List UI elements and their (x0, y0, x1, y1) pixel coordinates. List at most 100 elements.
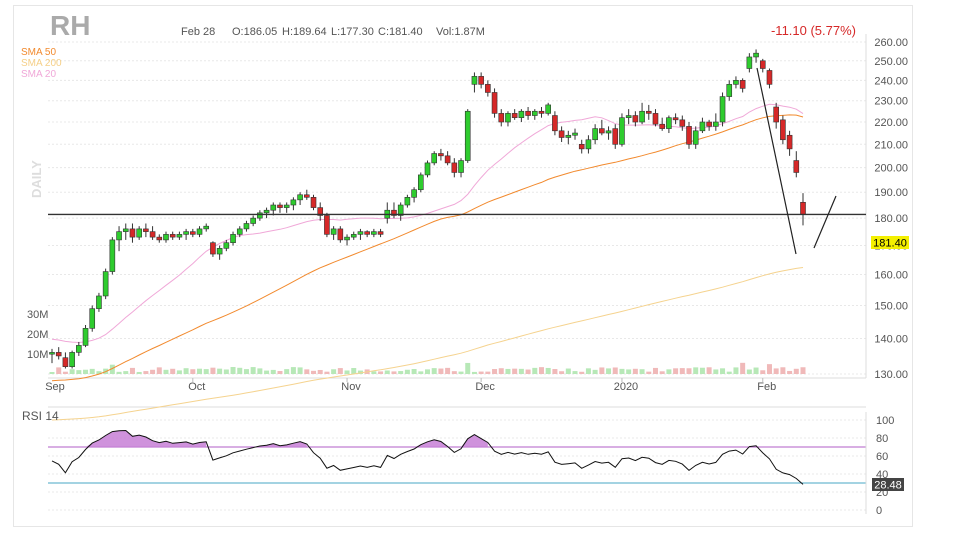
candle (411, 187, 417, 203)
volume-bar (679, 368, 685, 374)
volume-bar (398, 371, 404, 374)
rsi-grid-lines (48, 406, 867, 514)
volume-bar (237, 367, 243, 374)
volume-bar (766, 364, 772, 374)
candle-body (558, 130, 565, 138)
volume-bar (183, 368, 189, 374)
volume-bar (699, 367, 705, 374)
candle-body (525, 110, 531, 116)
candle (163, 231, 169, 243)
candle-body (786, 134, 793, 150)
candle (122, 223, 129, 240)
volume-bar (230, 367, 236, 374)
volume-bar (190, 369, 196, 374)
candle-body (344, 236, 350, 241)
candle-body (679, 119, 686, 127)
candle-body (169, 234, 176, 238)
candle (82, 325, 89, 348)
volume-bar (337, 368, 343, 374)
candle-body (438, 153, 444, 157)
candle (310, 194, 317, 211)
volume-bar (787, 370, 793, 374)
candle (753, 49, 759, 63)
drawn-trendlines (48, 67, 866, 255)
volume-bar (518, 368, 524, 374)
volume-bar (170, 368, 176, 374)
candle-body (800, 201, 806, 215)
candle-body (109, 239, 116, 272)
volume-bar (492, 369, 498, 374)
price-tick-label: 240.00 (874, 75, 908, 87)
candle-body (699, 121, 706, 132)
chart-frame (13, 5, 913, 527)
candle-body (505, 113, 511, 123)
volume-bar (632, 368, 638, 374)
candle (538, 107, 545, 118)
candle (55, 347, 62, 360)
price-tick-label: 160.00 (874, 270, 908, 282)
candle (337, 226, 344, 243)
price-tick-label: 150.00 (874, 300, 908, 312)
volume-bar (438, 368, 444, 374)
volume-bar (626, 369, 632, 374)
volume-bar (143, 371, 149, 374)
candle (270, 202, 277, 216)
volume-bar (203, 369, 209, 374)
volume-bar (532, 367, 538, 374)
candle (149, 226, 156, 240)
candle (672, 113, 679, 125)
candle (438, 148, 444, 161)
close-label: C:181.40 (378, 26, 423, 38)
price-tick-label: 220.00 (874, 117, 908, 129)
rsi-tick-label: 60 (876, 451, 888, 463)
sma-200-line (51, 267, 804, 421)
volume-bar (505, 368, 511, 374)
candle (431, 151, 438, 166)
candle-body (324, 215, 330, 235)
volume-bar (800, 367, 806, 374)
candle-body (424, 162, 431, 176)
price-tick-label: 230.00 (874, 96, 908, 108)
candle-body (404, 197, 411, 206)
candle (578, 139, 585, 154)
low-label: L:177.30 (331, 26, 374, 38)
candle-body (129, 228, 136, 238)
volume-tick-10m: 10M (27, 349, 48, 361)
candle-body (451, 162, 458, 173)
candle-body (511, 113, 518, 118)
candle-body (766, 70, 773, 85)
candle-body (464, 110, 471, 161)
last-price-label: 181.40 (873, 238, 907, 250)
candlesticks (49, 49, 806, 369)
x-tick-label: Oct (188, 381, 205, 393)
candle (652, 109, 659, 127)
candle-body (780, 119, 786, 141)
candle-body (55, 352, 62, 357)
candle (156, 234, 163, 243)
candle (384, 202, 391, 224)
volume-bar (284, 369, 290, 374)
candle-body (149, 231, 156, 238)
candle-body (498, 113, 505, 123)
volume-bar (572, 371, 578, 374)
candle (719, 92, 726, 127)
candle-body (538, 110, 545, 114)
candle-body (196, 228, 203, 235)
candle-body (310, 197, 317, 208)
volume-bar (565, 368, 571, 374)
rsi-tick-label: 80 (876, 433, 888, 445)
candle-body (619, 117, 625, 145)
candle (304, 189, 310, 200)
candle-body (350, 234, 357, 238)
volume-bar (659, 371, 665, 374)
volume-label: Vol:1.87M (436, 26, 485, 38)
volume-bar (478, 371, 484, 374)
volume-bar (317, 369, 323, 374)
candle (143, 223, 149, 238)
volume-bar (693, 367, 699, 374)
volume-bar (431, 368, 437, 374)
candle-body (612, 128, 619, 145)
volume-bar (384, 370, 390, 374)
volume-bar (297, 367, 303, 374)
